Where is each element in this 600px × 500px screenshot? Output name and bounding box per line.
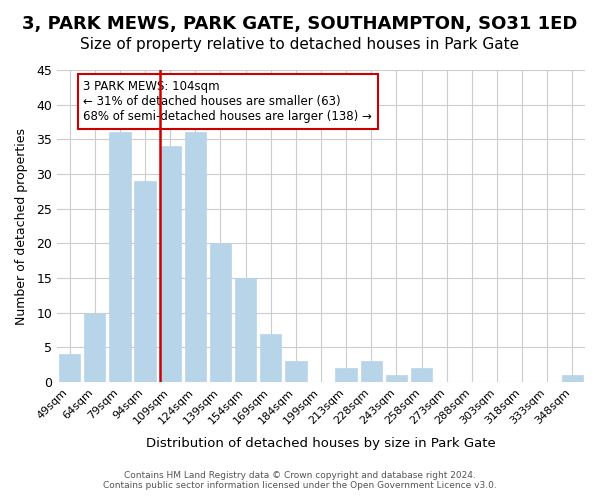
Text: 3 PARK MEWS: 104sqm
← 31% of detached houses are smaller (63)
68% of semi-detach: 3 PARK MEWS: 104sqm ← 31% of detached ho… xyxy=(83,80,373,124)
Text: 3, PARK MEWS, PARK GATE, SOUTHAMPTON, SO31 1ED: 3, PARK MEWS, PARK GATE, SOUTHAMPTON, SO… xyxy=(22,15,578,33)
Bar xyxy=(361,361,382,382)
Bar xyxy=(185,132,206,382)
Bar xyxy=(134,181,156,382)
Bar xyxy=(260,334,281,382)
Text: Contains HM Land Registry data © Crown copyright and database right 2024.
Contai: Contains HM Land Registry data © Crown c… xyxy=(103,470,497,490)
Bar xyxy=(411,368,432,382)
Bar xyxy=(210,244,231,382)
Bar xyxy=(562,375,583,382)
Bar xyxy=(386,375,407,382)
Bar xyxy=(84,312,106,382)
Bar xyxy=(335,368,357,382)
Bar xyxy=(160,146,181,382)
X-axis label: Distribution of detached houses by size in Park Gate: Distribution of detached houses by size … xyxy=(146,437,496,450)
Bar xyxy=(109,132,131,382)
Bar xyxy=(285,361,307,382)
Y-axis label: Number of detached properties: Number of detached properties xyxy=(15,128,28,324)
Bar xyxy=(235,278,256,382)
Text: Size of property relative to detached houses in Park Gate: Size of property relative to detached ho… xyxy=(80,38,520,52)
Bar xyxy=(59,354,80,382)
